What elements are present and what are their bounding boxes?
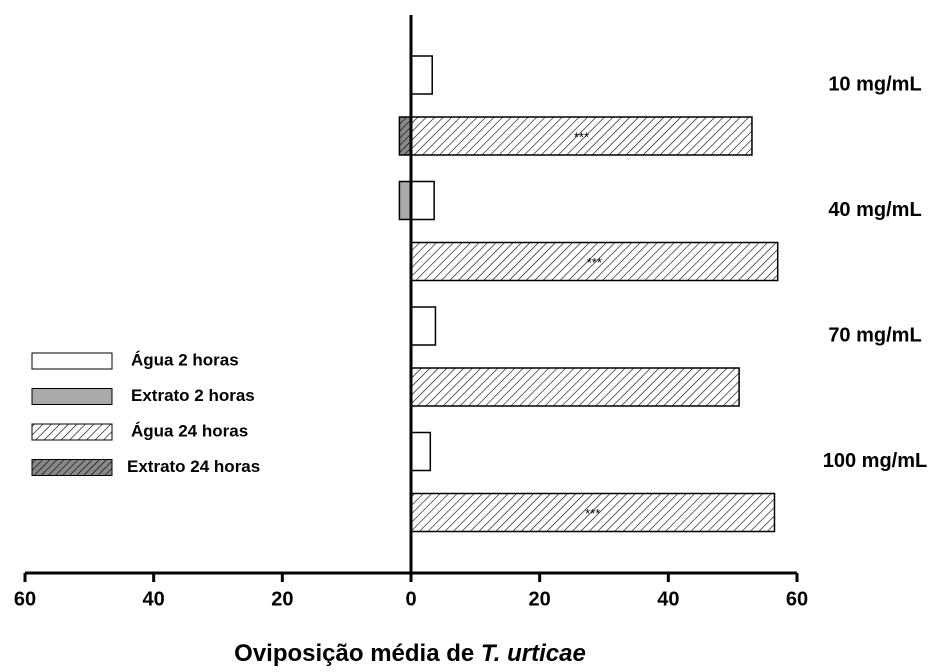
legend-label: Água 2 horas	[131, 350, 239, 369]
significance-label: ***	[574, 129, 589, 144]
x-tick-label: 40	[657, 588, 679, 610]
bar	[410, 116, 753, 156]
legend-label: Água 24 horas	[131, 421, 248, 440]
x-tick-label: 20	[529, 588, 551, 610]
category-label: 70 mg/mL	[828, 324, 921, 346]
x-axis-title-part: Oviposição média de	[234, 640, 481, 667]
bar	[410, 492, 776, 533]
category-label: 40 mg/mL	[828, 199, 921, 221]
bar	[398, 180, 412, 221]
legend-label: Extrato 2 horas	[131, 386, 255, 405]
bar	[410, 180, 435, 221]
category-label: 10 mg/mL	[828, 73, 921, 95]
legend-label: Extrato 24 horas	[127, 457, 260, 476]
bar	[410, 241, 779, 282]
legend-swatch	[31, 352, 113, 370]
x-tick-label: 60	[14, 588, 36, 610]
legend-swatch	[31, 388, 113, 405]
x-tick-label: 0	[405, 588, 416, 610]
bar	[410, 367, 740, 407]
bar	[398, 116, 412, 156]
bar	[410, 431, 432, 472]
x-axis-title: Oviposição média de T. urticae	[234, 640, 586, 667]
significance-label: ***	[587, 255, 602, 270]
category-label: 100 mg/mL	[823, 450, 927, 472]
x-axis-title-italic: T. urticae	[481, 640, 586, 667]
x-tick-label: 40	[143, 588, 165, 610]
x-tick-label: 20	[271, 588, 293, 610]
x-tick-label: 60	[786, 588, 808, 610]
bar	[410, 55, 433, 95]
bar	[410, 306, 437, 346]
significance-label: ***	[585, 506, 600, 521]
legend-swatch	[31, 423, 113, 441]
legend-swatch	[31, 459, 113, 476]
